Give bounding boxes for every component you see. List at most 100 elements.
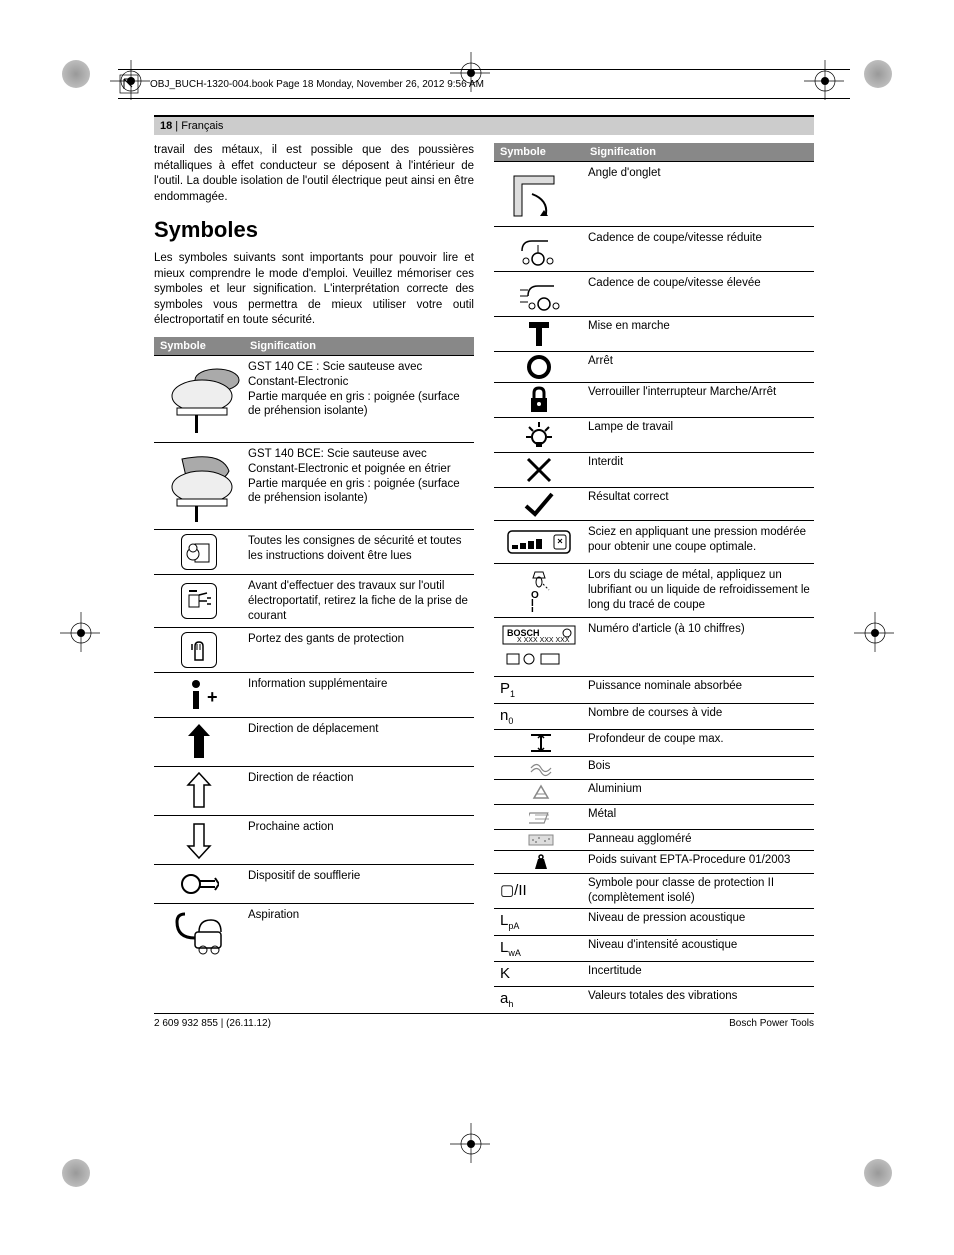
K-icon: K [494,962,584,987]
symboles-heading: Symboles [154,217,474,243]
row-text: Numéro d'article (à 10 chiffres) [584,617,814,676]
lock-icon [494,383,584,418]
row-text: Profondeur de coupe max. [584,730,814,757]
gloves-icon [154,628,244,673]
corner-ornament [864,60,892,88]
svg-text:L: L [531,606,537,612]
depth-icon [494,730,584,757]
next-icon [154,816,244,865]
row-text: GST 140 CE : Scie sauteuse avec Constant… [244,355,474,442]
right-column: Symbole Signification Angle d'onglet Cad… [494,143,814,1013]
oil-icon: OIL [494,564,584,618]
wood-icon [494,757,584,780]
lamp-icon [494,418,584,453]
move-icon [154,718,244,767]
pressure-icon [494,521,584,564]
row-text: GST 140 BCE: Scie sauteuse avec Constant… [244,442,474,529]
svg-text:X XXX XXX XXX: X XXX XXX XXX [517,637,570,644]
row-text: Aluminium [584,780,814,805]
row-text: Symbole pour classe de protection II (co… [584,874,814,909]
row-text: Aspiration [244,904,474,961]
fast-icon [494,272,584,317]
footer-right: Bosch Power Tools [729,1018,814,1029]
ah-icon: ah [494,986,584,1012]
jigsaw1-icon [154,355,244,442]
page-content: OBJ_BUCH-1320-004.book Page 18 Monday, N… [154,115,814,1013]
symboles-intro: Les symboles suivants sont importants po… [154,251,474,329]
row-text: Portez des gants de protection [244,628,474,673]
alu-icon [494,780,584,805]
obj-header-line: OBJ_BUCH-1320-004.book Page 18 Monday, N… [118,69,850,99]
crop-mark [854,612,894,652]
row-text: Puissance nominale absorbée [584,676,814,703]
row-text: Sciez en appliquant une pression modérée… [584,521,814,564]
row-text: Panneau aggloméré [584,830,814,851]
n0-icon: n0 [494,703,584,730]
react-icon [154,767,244,816]
row-text: Verrouiller l'interrupteur Marche/Arrêt [584,383,814,418]
vacuum-icon [154,904,244,961]
no-icon [494,453,584,488]
row-text: Résultat correct [584,488,814,521]
obj-header-text: OBJ_BUCH-1320-004.book Page 18 Monday, N… [150,79,484,90]
crop-mark [60,612,100,652]
row-text: Niveau de pression acoustique [584,909,814,936]
off-icon [494,352,584,383]
row-text: Angle d'onglet [584,162,814,227]
p1-icon: P1 [494,676,584,703]
footer-left: 2 609 932 855 | (26.11.12) [154,1018,271,1029]
row-text: Valeurs totales des vibrations [584,986,814,1012]
read-icon [154,529,244,574]
lwa-icon: LwA [494,935,584,962]
row-text: Cadence de coupe/vitesse réduite [584,227,814,272]
svg-text:+: + [207,687,218,707]
row-text: Lors du sciage de métal, appliquez un lu… [584,564,814,618]
corner-ornament [62,60,90,88]
row-text: Niveau d'intensité acoustique [584,935,814,962]
lpa-icon: LpA [494,909,584,936]
metal-icon [494,805,584,830]
row-text: Nombre de courses à vide [584,703,814,730]
yes-icon [494,488,584,521]
corner-ornament [62,1159,90,1187]
page-footer: 2 609 932 855 | (26.11.12) Bosch Power T… [154,1013,814,1029]
th-symbole: Symbole [154,337,244,356]
jigsaw2-icon [154,442,244,529]
page-lang: Français [181,120,223,132]
artno-icon: BOSCHX XXX XXX XXX [494,617,584,676]
row-text: Métal [584,805,814,830]
class-icon: ▢/II [494,874,584,909]
row-text: Direction de réaction [244,767,474,816]
page-number: 18 [160,120,172,132]
row-text: Poids suivant EPTA-Procedure 01/2003 [584,851,814,874]
unplug-icon [154,574,244,628]
row-text: Cadence de coupe/vitesse élevée [584,272,814,317]
crop-mark [450,1123,490,1163]
angle-icon [494,162,584,227]
left-symbol-table: Symbole Signification GST 140 CE : Scie … [154,337,474,961]
corner-ornament [864,1159,892,1187]
left-column: travail des métaux, il est possible que … [154,143,474,1013]
th-symbole: Symbole [494,143,584,162]
row-text: Dispositif de soufflerie [244,865,474,904]
row-text: Mise en marche [584,317,814,352]
row-text: Bois [584,757,814,780]
row-text: Lampe de travail [584,418,814,453]
row-text: Avant d'effectuer des travaux sur l'outi… [244,574,474,628]
weight-icon [494,851,584,874]
row-text: Arrêt [584,352,814,383]
on-icon [494,317,584,352]
slow-icon [494,227,584,272]
row-text: Information supplémentaire [244,673,474,718]
row-text: Toutes les consignes de sécurité et tout… [244,529,474,574]
th-signification: Signification [244,337,474,356]
row-text: Interdit [584,453,814,488]
blower-icon [154,865,244,904]
th-signification: Signification [584,143,814,162]
info-icon: + [154,673,244,718]
row-text: Prochaine action [244,816,474,865]
right-symbol-table: Symbole Signification Angle d'onglet Cad… [494,143,814,1013]
board-icon [494,830,584,851]
row-text: Direction de déplacement [244,718,474,767]
intro-paragraph: travail des métaux, il est possible que … [154,143,474,205]
